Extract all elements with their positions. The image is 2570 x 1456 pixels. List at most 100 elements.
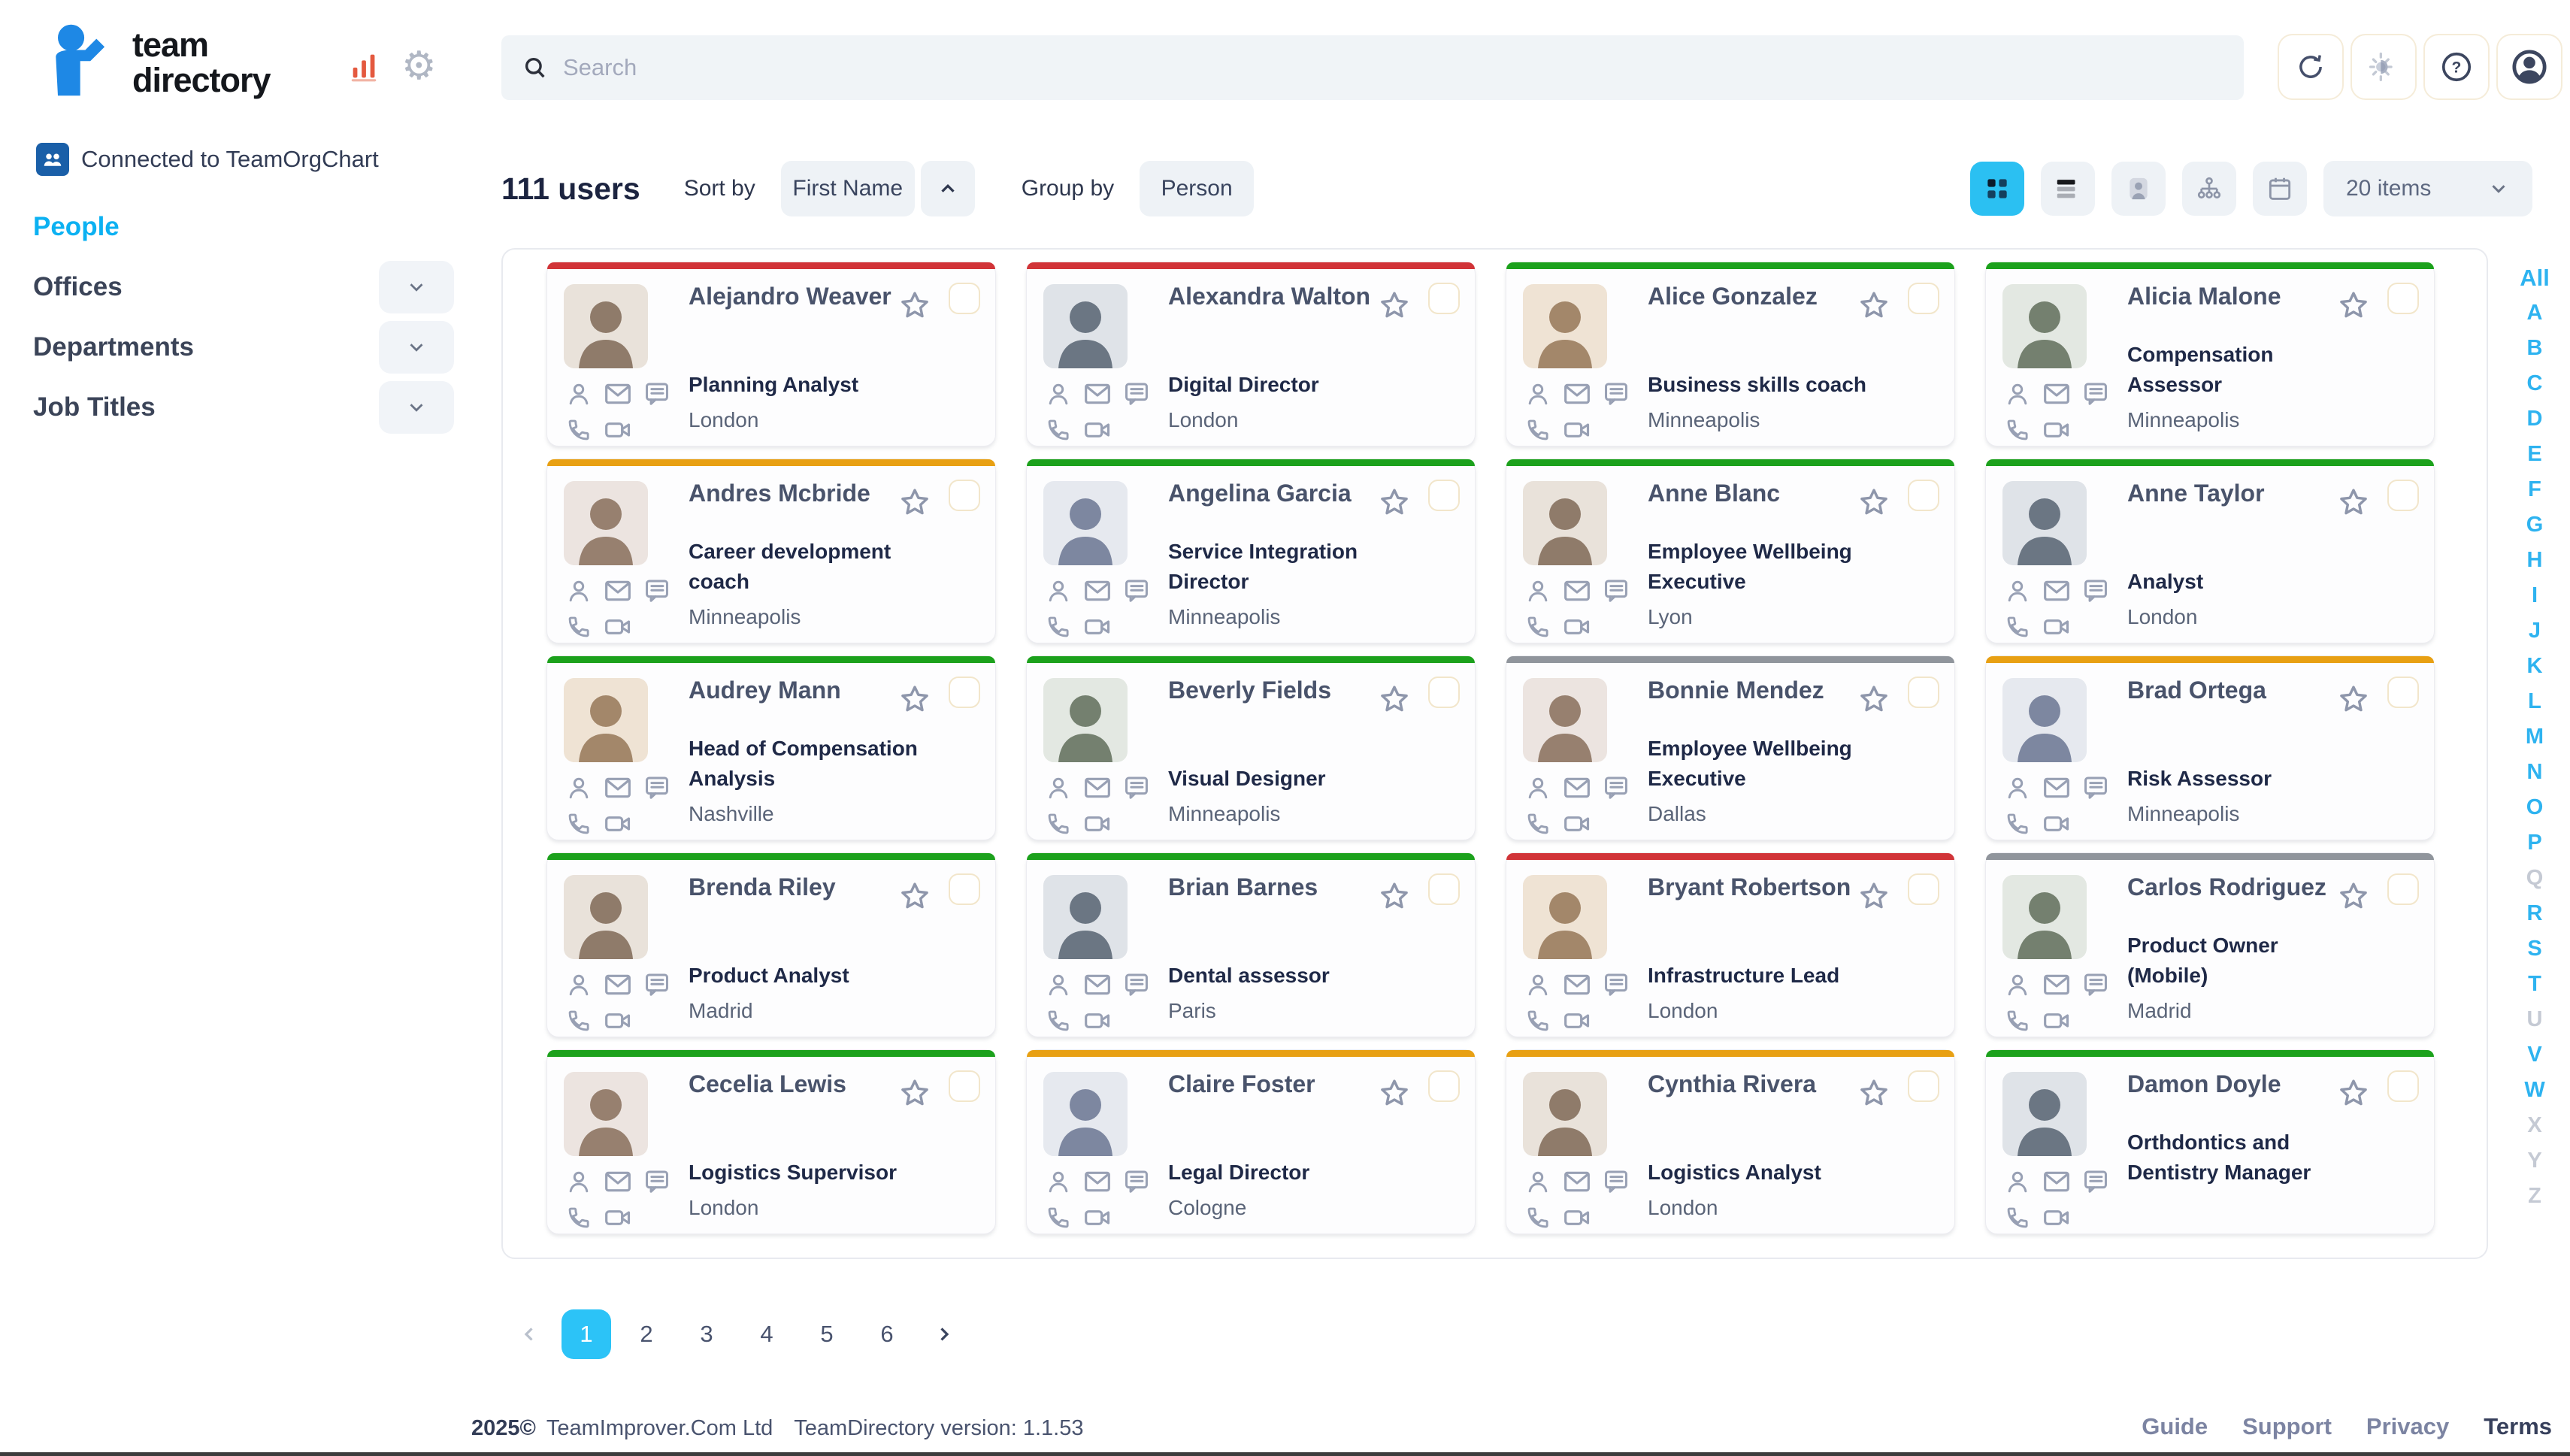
person-icon[interactable] (2002, 576, 2033, 606)
person-icon[interactable] (564, 970, 594, 1000)
user-card[interactable]: Carlos Rodriguez Product Owner (Mobile) … (1985, 852, 2435, 1037)
phone-icon[interactable] (1043, 415, 1073, 445)
user-card[interactable]: Cecelia Lewis Logistics Supervisor Londo… (546, 1049, 996, 1234)
select-checkbox[interactable] (2387, 480, 2419, 511)
email-icon[interactable] (1082, 576, 1112, 606)
user-photo[interactable] (1523, 875, 1607, 959)
phone-icon[interactable] (564, 612, 594, 642)
alphabet-letter-b[interactable]: B (2526, 336, 2543, 360)
email-icon[interactable] (1082, 1167, 1112, 1197)
user-photo[interactable] (1523, 678, 1607, 762)
star-icon[interactable] (898, 683, 932, 717)
chat-icon[interactable] (1122, 1167, 1152, 1197)
person-icon[interactable] (1043, 379, 1073, 409)
items-per-page-select[interactable]: 20 items (2323, 161, 2532, 216)
people-view-button[interactable] (2111, 162, 2166, 216)
phone-icon[interactable] (1523, 1203, 1553, 1233)
alphabet-letter-f[interactable]: F (2528, 477, 2541, 501)
user-card[interactable]: Alexandra Walton Digital Director London (1026, 262, 1476, 446)
star-icon[interactable] (1857, 289, 1891, 323)
expand-offices-button[interactable] (379, 261, 454, 313)
email-icon[interactable] (1082, 379, 1112, 409)
star-icon[interactable] (898, 1076, 932, 1111)
phone-icon[interactable] (2002, 809, 2033, 839)
phone-icon[interactable] (564, 809, 594, 839)
chat-icon[interactable] (1601, 773, 1631, 803)
footer-link-guide[interactable]: Guide (2142, 1413, 2208, 1439)
chat-icon[interactable] (2081, 1167, 2111, 1197)
select-checkbox[interactable] (1908, 480, 1939, 511)
page-button-5[interactable]: 5 (802, 1309, 852, 1359)
person-icon[interactable] (564, 576, 594, 606)
alphabet-letter-l[interactable]: L (2528, 689, 2541, 713)
email-icon[interactable] (603, 1167, 633, 1197)
chat-icon[interactable] (642, 379, 672, 409)
user-photo[interactable] (2002, 284, 2087, 368)
select-checkbox[interactable] (1908, 677, 1939, 708)
email-icon[interactable] (2042, 773, 2072, 803)
video-icon[interactable] (2042, 1006, 2072, 1036)
alphabet-letter-p[interactable]: P (2527, 831, 2542, 855)
phone-icon[interactable] (564, 415, 594, 445)
video-icon[interactable] (1562, 809, 1592, 839)
sidebar-item-job-titles[interactable]: Job Titles (33, 377, 454, 437)
page-button-2[interactable]: 2 (622, 1309, 671, 1359)
phone-icon[interactable] (1523, 612, 1553, 642)
select-checkbox[interactable] (949, 480, 980, 511)
user-card[interactable]: Andres Mcbride Career development coach … (546, 459, 996, 643)
video-icon[interactable] (1082, 415, 1112, 445)
email-icon[interactable] (1562, 379, 1592, 409)
alphabet-letter-r[interactable]: R (2526, 901, 2543, 925)
video-icon[interactable] (1562, 1006, 1592, 1036)
user-card[interactable]: Brian Barnes Dental assessor Paris (1026, 852, 1476, 1037)
sidebar-item-offices[interactable]: Offices (33, 257, 454, 317)
person-icon[interactable] (1043, 773, 1073, 803)
email-icon[interactable] (1562, 773, 1592, 803)
star-icon[interactable] (1857, 486, 1891, 520)
person-icon[interactable] (564, 1167, 594, 1197)
email-icon[interactable] (603, 970, 633, 1000)
group-by-select[interactable]: Person (1140, 161, 1255, 216)
video-icon[interactable] (1082, 612, 1112, 642)
user-card[interactable]: Claire Foster Legal Director Cologne (1026, 1049, 1476, 1234)
star-icon[interactable] (1377, 289, 1412, 323)
list-view-button[interactable] (2041, 162, 2095, 216)
alphabet-letter-t[interactable]: T (2528, 972, 2541, 996)
email-icon[interactable] (603, 379, 633, 409)
user-photo[interactable] (2002, 1072, 2087, 1156)
page-button-1[interactable]: 1 (562, 1309, 611, 1359)
alphabet-letter-e[interactable]: E (2527, 442, 2542, 466)
page-button-4[interactable]: 4 (742, 1309, 792, 1359)
user-photo[interactable] (564, 678, 648, 762)
phone-icon[interactable] (1043, 1203, 1073, 1233)
star-icon[interactable] (2336, 1076, 2371, 1111)
chat-icon[interactable] (642, 1167, 672, 1197)
footer-link-support[interactable]: Support (2242, 1413, 2332, 1439)
sidebar-item-people[interactable]: People (33, 197, 454, 257)
phone-icon[interactable] (564, 1006, 594, 1036)
email-icon[interactable] (2042, 379, 2072, 409)
select-checkbox[interactable] (1428, 283, 1460, 314)
alphabet-letter-all[interactable]: All (2520, 264, 2550, 291)
select-checkbox[interactable] (1908, 873, 1939, 905)
user-photo[interactable] (564, 1072, 648, 1156)
star-icon[interactable] (1857, 683, 1891, 717)
user-photo[interactable] (1043, 678, 1128, 762)
profile-button[interactable] (2496, 34, 2562, 100)
select-checkbox[interactable] (1428, 1070, 1460, 1102)
alphabet-letter-d[interactable]: D (2526, 407, 2543, 431)
chat-icon[interactable] (2081, 576, 2111, 606)
user-photo[interactable] (564, 875, 648, 959)
user-card[interactable]: Alicia Malone Compensation Assessor Minn… (1985, 262, 2435, 446)
video-icon[interactable] (2042, 809, 2072, 839)
user-photo[interactable] (564, 284, 648, 368)
user-card[interactable]: Beverly Fields Visual Designer Minneapol… (1026, 655, 1476, 840)
sort-field-select[interactable]: First Name (780, 161, 915, 216)
video-icon[interactable] (2042, 612, 2072, 642)
video-icon[interactable] (603, 809, 633, 839)
video-icon[interactable] (1562, 612, 1592, 642)
person-icon[interactable] (2002, 773, 2033, 803)
user-card[interactable]: Angelina Garcia Service Integration Dire… (1026, 459, 1476, 643)
video-icon[interactable] (1562, 415, 1592, 445)
video-icon[interactable] (2042, 1203, 2072, 1233)
